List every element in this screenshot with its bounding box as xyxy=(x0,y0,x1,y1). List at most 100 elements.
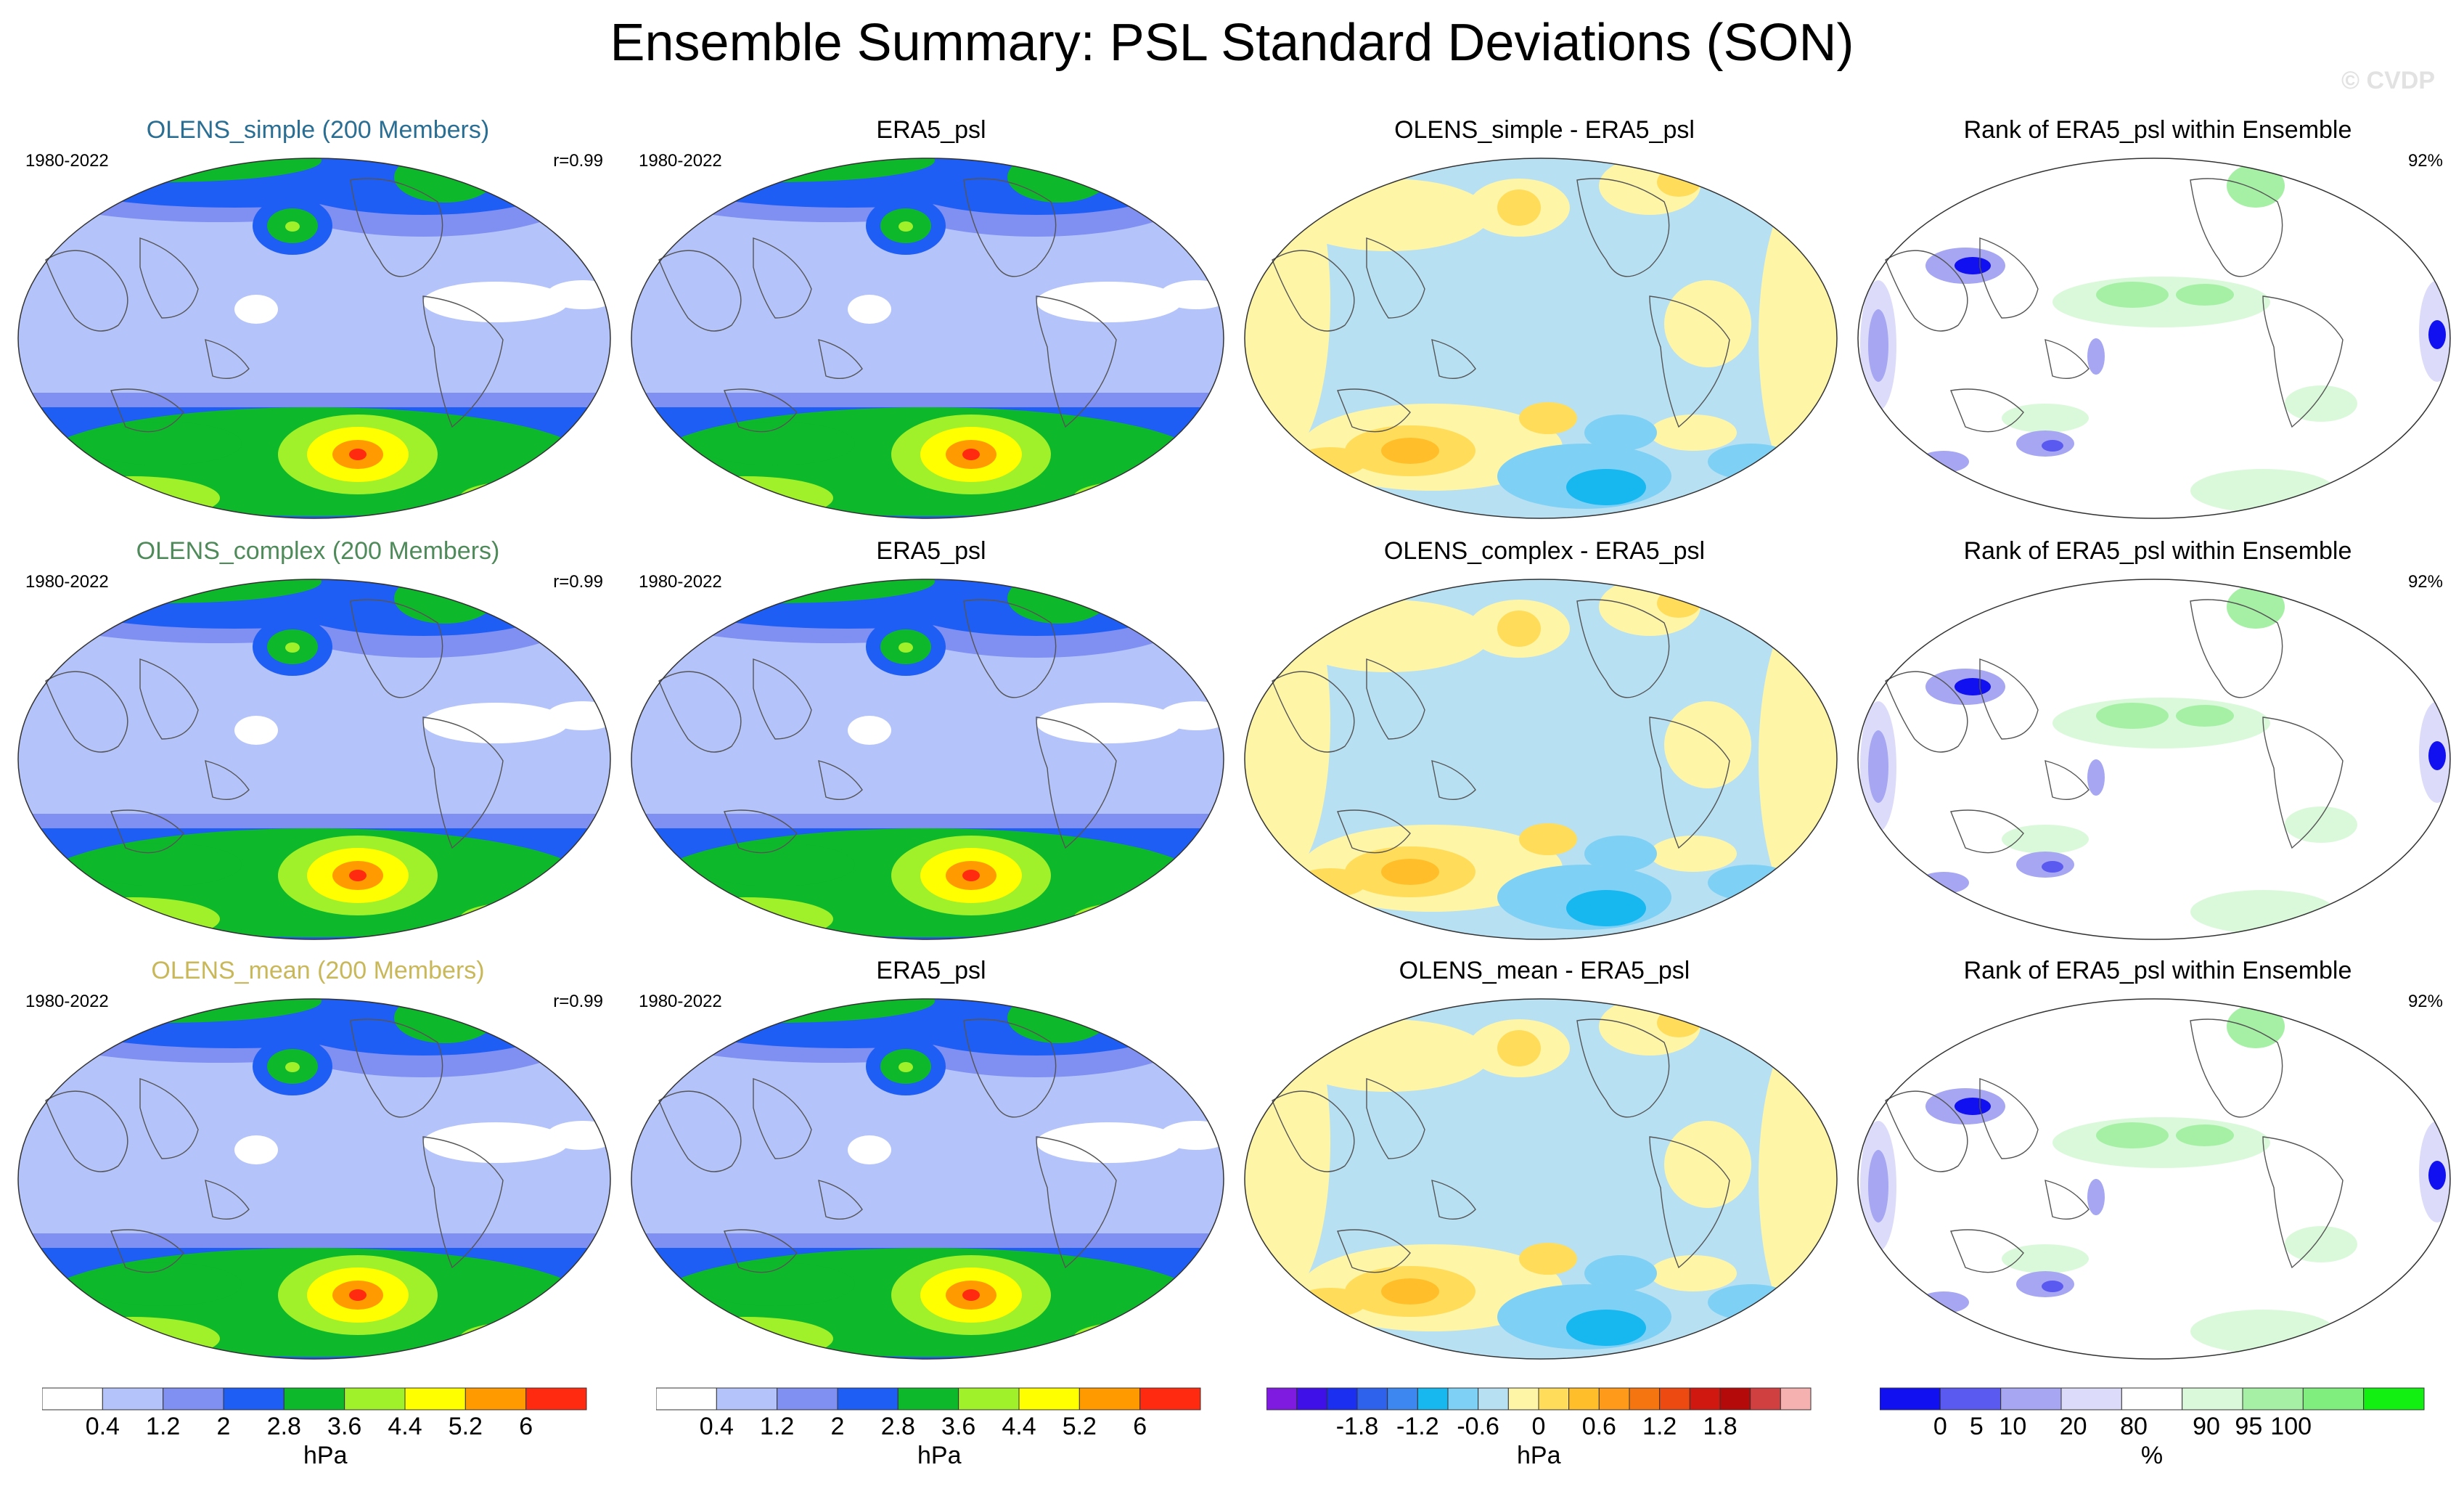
colorbar-swatch xyxy=(1689,1387,1721,1411)
colorbar-label: 5 xyxy=(1970,1413,1984,1440)
coastline xyxy=(724,388,798,433)
low-rank-region xyxy=(2087,338,2105,375)
panel-title: OLENS_mean (200 Members) xyxy=(151,957,485,984)
nh-low-peak xyxy=(899,221,913,232)
sh-high xyxy=(1073,1323,1174,1355)
colorbar-swatch xyxy=(1598,1387,1630,1411)
coastline xyxy=(139,237,199,319)
coastlines xyxy=(658,1018,1117,1273)
colorbar-std-era5: 0.4 1.2 2 2.8 3.6 4.4 5.2 6 hPa xyxy=(655,1387,1222,1469)
negative-region xyxy=(1708,865,1795,901)
coastlines xyxy=(1272,178,1730,433)
colorbar-diff-unit: hPa xyxy=(1517,1442,1561,1469)
positive-core xyxy=(1519,402,1577,434)
colorbar-label: 6 xyxy=(1133,1413,1147,1440)
map-frame xyxy=(631,158,1224,519)
nh-low-peak xyxy=(285,642,300,653)
coastline xyxy=(1979,658,2039,740)
colorbar-swatch xyxy=(404,1387,466,1411)
positive-peak xyxy=(1381,438,1439,464)
sh-high xyxy=(46,1317,220,1359)
map-panel: OLENS_mean (200 Members) 1980-2022 r=0.99 xyxy=(11,957,625,1363)
coastline xyxy=(658,671,742,753)
coastline xyxy=(1036,1136,1117,1269)
colorbar-swatch xyxy=(1356,1387,1388,1411)
watermark: © CVDP xyxy=(2341,67,2435,94)
map-std xyxy=(631,158,1224,519)
coastline xyxy=(422,717,504,849)
positive-core xyxy=(1294,447,1367,476)
map-panel: OLENS_simple (200 Members) 1980-2022 r=0.9… xyxy=(11,116,625,523)
positive-region xyxy=(1287,179,1490,251)
nh-peak xyxy=(674,999,833,1011)
coastline xyxy=(818,760,863,800)
map-field xyxy=(631,999,1224,1359)
colorbar-label: 1.8 xyxy=(1703,1413,1737,1440)
negative-core xyxy=(1566,469,1646,505)
colorbar-swatch xyxy=(1568,1387,1600,1411)
colorbar-label: 2 xyxy=(217,1413,231,1440)
coastline xyxy=(753,1078,812,1159)
coastline xyxy=(1337,809,1411,854)
coastline xyxy=(1576,599,1670,698)
sh-high xyxy=(46,897,220,939)
positive-region xyxy=(1650,415,1737,451)
positive-core xyxy=(1497,611,1541,647)
coastline xyxy=(422,295,504,428)
coastline xyxy=(724,809,798,854)
coastline xyxy=(1036,295,1117,428)
coastline xyxy=(2045,339,2090,379)
panel-title: Rank of ERA5_psl within Ensemble xyxy=(1963,116,2352,144)
map-frame xyxy=(17,998,611,1360)
coastline xyxy=(205,339,250,379)
coastline xyxy=(1337,388,1411,433)
high-rank-core xyxy=(2176,705,2234,727)
positive-region xyxy=(1650,1255,1737,1291)
low-rank-region xyxy=(1918,451,1969,473)
colorbar-swatch xyxy=(464,1387,527,1411)
coastline xyxy=(1649,295,1730,428)
sh-core xyxy=(695,843,855,886)
sh-max xyxy=(349,870,367,881)
coastline xyxy=(110,388,184,433)
panel-stat: r=0.99 xyxy=(553,572,603,592)
colorbar-swatch xyxy=(2121,1387,2183,1411)
coastline xyxy=(139,1078,199,1159)
coastline xyxy=(724,1229,798,1273)
panel-stat: 92% xyxy=(2407,992,2443,1011)
colorbar-label: 1.2 xyxy=(146,1413,180,1440)
coastline xyxy=(963,178,1057,277)
colorbar-swatch xyxy=(1478,1387,1509,1411)
map-panel: OLENS_complex (200 Members) 1980-2022 r=0.… xyxy=(11,537,625,944)
panel-period: 1980-2022 xyxy=(639,992,722,1011)
map-field xyxy=(631,579,1224,939)
map-panel: OLENS_mean - ERA5_psl xyxy=(1237,957,1851,1363)
panel-period: 1980-2022 xyxy=(25,572,109,592)
sh-high xyxy=(1073,482,1174,514)
colorbar-swatch xyxy=(1507,1387,1539,1411)
low-rank-region xyxy=(1918,1291,1969,1313)
colorbar-swatch xyxy=(1078,1387,1141,1411)
positive-region xyxy=(1287,600,1490,672)
colorbar-swatch xyxy=(2242,1387,2304,1411)
map-panel: ERA5_psl 1980-2022 xyxy=(624,116,1238,523)
positive-core xyxy=(1519,1243,1577,1275)
coastline xyxy=(753,237,812,319)
panel-title: Rank of ERA5_psl within Ensemble xyxy=(1963,537,2352,565)
tropical-min xyxy=(234,1135,278,1164)
tropical-min xyxy=(423,282,568,322)
sh-max xyxy=(962,1289,980,1301)
map-panel: Rank of ERA5_psl within Ensemble 92% xyxy=(1851,537,2464,944)
coastline xyxy=(1366,658,1425,740)
colorbar-std: 0.4 1.2 2 2.8 3.6 4.4 5.2 6 hPa xyxy=(41,1387,608,1469)
background-level xyxy=(1858,158,2450,518)
colorbar-label: 2 xyxy=(831,1413,845,1440)
coastline xyxy=(45,671,128,753)
sh-high xyxy=(46,476,220,518)
panel-title: ERA5_psl xyxy=(876,537,986,565)
sh-high xyxy=(659,897,833,939)
panel-stat: r=0.99 xyxy=(553,992,603,1011)
panel-stat: 92% xyxy=(2407,151,2443,171)
positive-core xyxy=(1294,868,1367,897)
colorbar-label: 0.4 xyxy=(86,1413,120,1440)
